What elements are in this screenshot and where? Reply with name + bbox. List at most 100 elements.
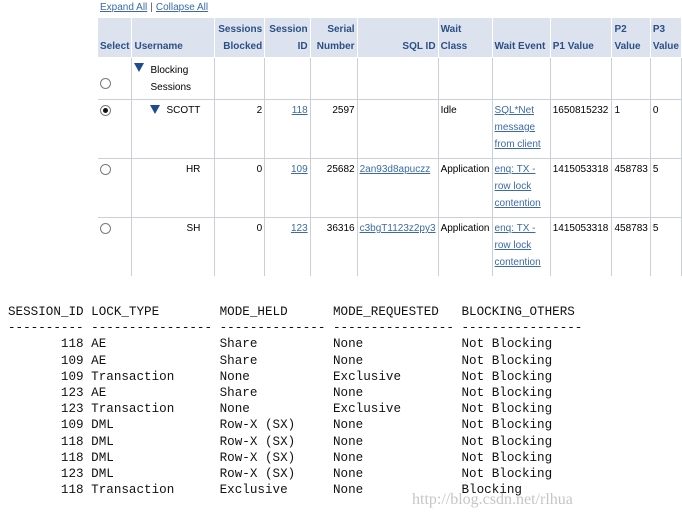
col-p3-value[interactable]: P3 Value bbox=[650, 18, 682, 58]
sessions-blocked-cell: 0 bbox=[215, 218, 266, 276]
table-row[interactable]: SCOTT 2 118 2597 Idle SQL*Net message fr… bbox=[98, 100, 682, 159]
tree-toolbar: Expand All | Collapse All bbox=[100, 0, 682, 16]
output-cell: Not Blocking bbox=[461, 434, 583, 449]
col-serial-number[interactable]: Serial Number bbox=[310, 18, 358, 58]
output-row: 123 Transaction None Exclusive Not Block… bbox=[8, 402, 582, 416]
p3-value-cell: 5 bbox=[650, 159, 682, 218]
output-cell: 118 bbox=[8, 450, 84, 465]
sessions-table: Select Username Sessions Blocked Session… bbox=[98, 18, 682, 276]
output-cell: Not Blocking bbox=[461, 369, 583, 384]
collapse-triangle-icon[interactable] bbox=[134, 63, 145, 72]
output-cell: DML bbox=[91, 467, 213, 482]
output-cell: 118 bbox=[8, 337, 84, 352]
serial-number-cell: 36316 bbox=[310, 218, 358, 276]
output-row: 123 AE Share None Not Blocking bbox=[8, 386, 582, 400]
lock-query-output: SESSION_ID LOCK_TYPE MODE_HELD MODE_REQU… bbox=[8, 304, 682, 498]
col-select: Select bbox=[98, 18, 133, 58]
sql-id-link[interactable]: 2an93d8apuczz bbox=[359, 164, 431, 175]
output-header-cell: BLOCKING_OTHERS bbox=[461, 305, 583, 319]
toolbar-separator: | bbox=[150, 2, 153, 13]
output-cell: Row-X (SX) bbox=[219, 434, 326, 449]
session-id-link[interactable]: 118 bbox=[291, 105, 308, 116]
output-cell: Row-X (SX) bbox=[219, 418, 326, 433]
output-cell: None bbox=[219, 369, 326, 384]
output-cell: DML bbox=[91, 450, 213, 465]
output-cell: Row-X (SX) bbox=[219, 450, 326, 465]
blocking-sessions-grid: Select Username Sessions Blocked Session… bbox=[98, 18, 682, 276]
sessions-blocked-cell: 0 bbox=[215, 159, 266, 218]
table-row-root: Blocking Sessions bbox=[98, 58, 682, 100]
output-cell: None bbox=[333, 386, 454, 401]
p2-value-cell: 458783 bbox=[612, 159, 651, 218]
col-username[interactable]: Username bbox=[132, 18, 216, 58]
col-wait-event[interactable]: Wait Event bbox=[492, 18, 551, 58]
output-cell: 118 bbox=[8, 483, 84, 498]
select-radio-sh[interactable] bbox=[100, 223, 111, 234]
output-cell: Transaction bbox=[91, 402, 213, 417]
serial-number-cell: 2597 bbox=[310, 100, 358, 159]
output-header-underline: ---------- ---------------- ------------… bbox=[8, 321, 583, 336]
collapse-triangle-icon[interactable] bbox=[150, 105, 161, 114]
output-cell: None bbox=[333, 418, 454, 433]
output-cell: AE bbox=[91, 353, 213, 368]
select-radio-hr[interactable] bbox=[100, 164, 111, 175]
p3-value-cell: 0 bbox=[650, 100, 682, 159]
output-cell: None bbox=[333, 353, 454, 368]
output-cell: Exclusive bbox=[333, 369, 454, 384]
output-cell: DML bbox=[91, 434, 213, 449]
output-cell: Blocking bbox=[461, 483, 583, 498]
collapse-all-link[interactable]: Collapse All bbox=[155, 2, 209, 13]
wait-class-cell: Application bbox=[438, 159, 493, 218]
p1-value-cell: 1650815232 bbox=[550, 100, 613, 159]
col-p1-value[interactable]: P1 Value bbox=[550, 18, 613, 58]
watermark-text: http://blog.csdn.net/rlhua bbox=[412, 491, 573, 508]
output-cell: Exclusive bbox=[333, 402, 454, 417]
table-row[interactable]: HR 0 109 25682 2an93d8apuczz Application… bbox=[98, 159, 682, 218]
output-header-cell: MODE_HELD bbox=[219, 305, 326, 319]
header-row: Select Username Sessions Blocked Session… bbox=[98, 18, 682, 58]
output-cell: Share bbox=[219, 337, 326, 352]
select-radio-scott[interactable] bbox=[100, 105, 111, 116]
col-p2-value[interactable]: P2 Value bbox=[612, 18, 651, 58]
session-id-link[interactable]: 109 bbox=[290, 164, 308, 175]
output-cell: 118 bbox=[8, 434, 84, 449]
output-cell: Not Blocking bbox=[461, 467, 583, 482]
table-row[interactable]: SH 0 123 36316 c3bgT1123z2py3 Applicatio… bbox=[98, 218, 682, 276]
output-header-cell: LOCK_TYPE bbox=[91, 305, 213, 319]
output-cell: Row-X (SX) bbox=[219, 467, 326, 482]
output-header-cell: SESSION_ID bbox=[8, 305, 84, 319]
output-cell: 109 bbox=[8, 418, 84, 433]
output-cell: Not Blocking bbox=[461, 337, 583, 352]
output-row: 118 DML Row-X (SX) None Not Blocking bbox=[8, 451, 582, 465]
output-cell: Not Blocking bbox=[461, 386, 583, 401]
col-wait-class[interactable]: Wait Class bbox=[438, 18, 493, 58]
wait-event-link[interactable]: enq: TX - row lock contention bbox=[494, 223, 541, 268]
output-cell: 109 bbox=[8, 353, 84, 368]
p2-value-cell: 1 bbox=[612, 100, 651, 159]
output-cell: None bbox=[333, 337, 454, 352]
output-row: 118 Transaction Exclusive None Blocking bbox=[8, 483, 582, 497]
output-cell: None bbox=[333, 483, 454, 498]
col-sql-id[interactable]: SQL ID bbox=[357, 18, 439, 58]
output-cell: None bbox=[219, 402, 326, 417]
output-cell: None bbox=[333, 467, 454, 482]
col-sessions-blocked[interactable]: Sessions Blocked bbox=[215, 18, 266, 58]
output-cell: Not Blocking bbox=[461, 353, 583, 368]
output-cell: 123 bbox=[8, 467, 84, 482]
p1-value-cell: 1415053318 bbox=[550, 159, 613, 218]
session-id-link[interactable]: 123 bbox=[290, 223, 308, 234]
col-session-id[interactable]: Session ID bbox=[265, 18, 311, 58]
serial-number-cell: 25682 bbox=[310, 159, 358, 218]
wait-event-link[interactable]: enq: TX - row lock contention bbox=[494, 164, 541, 209]
sql-id-link[interactable]: c3bgT1123z2py3 bbox=[359, 223, 436, 234]
output-header-cell: MODE_REQUESTED bbox=[333, 305, 454, 319]
username-cell: SCOTT bbox=[166, 105, 201, 116]
wait-event-link[interactable]: SQL*Net message from client bbox=[494, 105, 541, 150]
root-label: Blocking Sessions bbox=[150, 65, 192, 93]
p1-value-cell: 1415053318 bbox=[550, 218, 613, 276]
select-radio-root[interactable] bbox=[100, 78, 111, 89]
output-cell: 123 bbox=[8, 402, 84, 417]
expand-all-link[interactable]: Expand All bbox=[100, 2, 148, 13]
p3-value-cell: 5 bbox=[650, 218, 682, 276]
output-row: 109 DML Row-X (SX) None Not Blocking bbox=[8, 418, 582, 432]
